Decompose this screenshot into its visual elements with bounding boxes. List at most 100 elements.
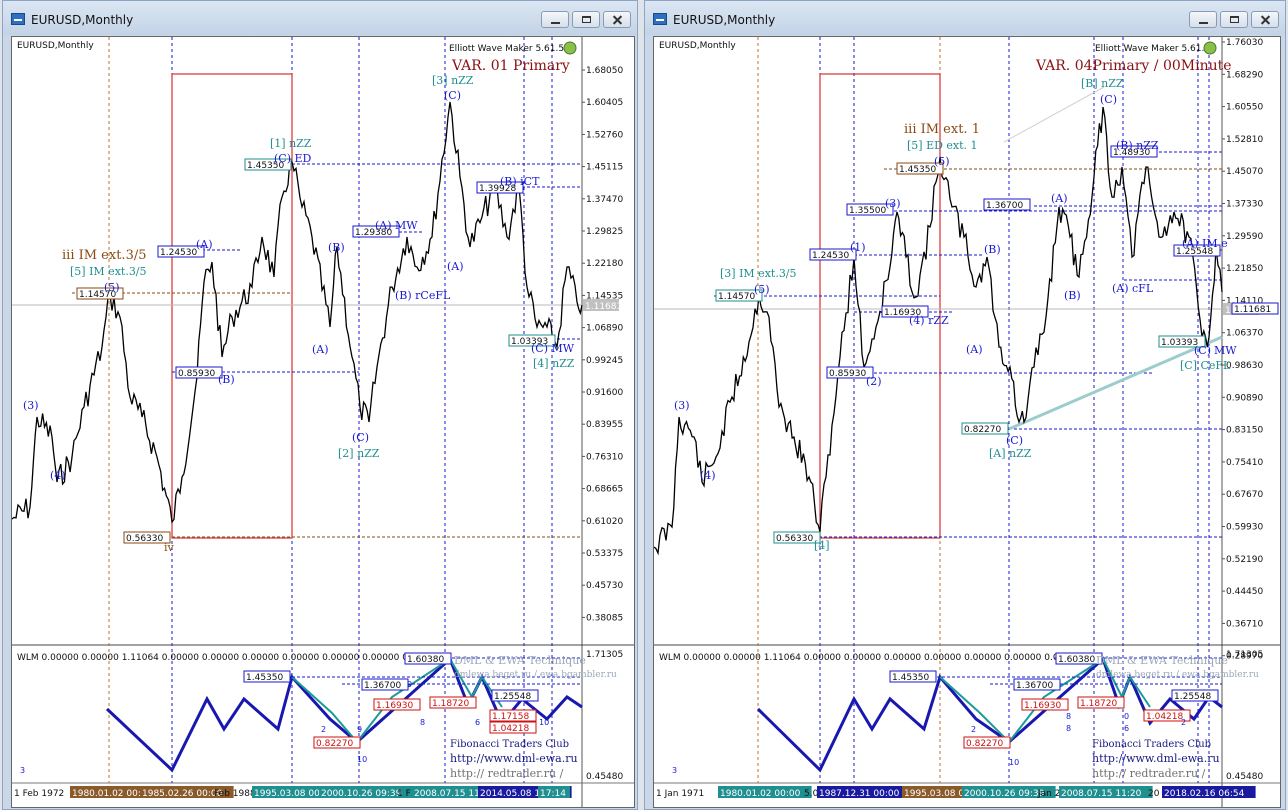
subwindow-level-box-frame bbox=[1143, 709, 1191, 722]
price-tick-label: 1.60405 bbox=[586, 98, 623, 108]
price-tick-label: 1.14535 bbox=[586, 291, 623, 301]
subwindow-level-box: 1.25548 bbox=[1174, 692, 1211, 702]
trend-line bbox=[1008, 335, 1223, 431]
price-tick-label: 0.91600 bbox=[586, 388, 623, 398]
watermark-url: http://www.dml-ewa.ru bbox=[1092, 752, 1220, 765]
chart-window-right[interactable]: EURUSD,Monthly EURUSD,Monthly Elliott Wav… bbox=[644, 0, 1286, 810]
subwindow-count: 3 bbox=[20, 766, 25, 775]
subwindow-level-box: 1.04218 bbox=[1146, 712, 1183, 722]
price-tick-label: 0.90890 bbox=[1226, 393, 1263, 403]
time-tick-label: 2008.07.15 11:20 bbox=[1061, 789, 1142, 799]
price-tick-label: 1.29825 bbox=[586, 227, 623, 237]
price-level-box: 0.82270 bbox=[964, 425, 1001, 435]
wave-label: (B) rCeFL bbox=[395, 289, 451, 302]
title-bar[interactable]: EURUSD,Monthly bbox=[3, 1, 637, 35]
subwindow-level-box: 0.82270 bbox=[316, 739, 353, 749]
price-level-box: 1.39928 bbox=[479, 184, 516, 194]
subwindow-level-box-frame bbox=[373, 698, 421, 711]
price-tick-label: 0.75410 bbox=[1226, 458, 1263, 468]
price-tick-label: 1.45070 bbox=[1226, 167, 1263, 177]
wave-label: (2) bbox=[866, 375, 882, 388]
watermark-url-2: http:// redtrader.ru / bbox=[450, 767, 564, 780]
time-tick-label: 1987.12.31 00:00 bbox=[819, 789, 900, 799]
price-tick-label: 1.76030 bbox=[1226, 38, 1263, 48]
chart-window-left[interactable]: EURUSD,Monthly EURUSD,Monthly Elliott Wav… bbox=[2, 0, 638, 810]
time-label-frame bbox=[1059, 786, 1153, 798]
price-level-box: 1.36700 bbox=[986, 201, 1023, 211]
title-bar[interactable]: EURUSD,Monthly bbox=[645, 1, 1285, 35]
time-tick-label: Jan 2 bbox=[1037, 789, 1060, 799]
subwindow-level-box: 1.60380 bbox=[407, 655, 444, 665]
subwindow-level-box: 1.45350 bbox=[892, 673, 929, 683]
wave-label: [4] nZZ bbox=[533, 357, 575, 370]
price-level-box: 0.85930 bbox=[178, 369, 215, 379]
subwindow-level-box-frame bbox=[1077, 696, 1125, 709]
price-level-box: 0.56330 bbox=[126, 534, 163, 544]
time-tick-label: 1995.03.08 00:00 bbox=[904, 789, 985, 799]
price-tick-label: 1.52810 bbox=[1226, 135, 1263, 145]
close-button[interactable] bbox=[1251, 11, 1279, 28]
subwindow-level-box-frame bbox=[361, 678, 409, 691]
subwindow-count: 2 bbox=[1181, 718, 1186, 727]
subwindow-level-box-frame bbox=[889, 670, 937, 683]
subwindow-header: WLM 0.00000 0.00000 1.11064 0.00000 0.00… bbox=[659, 653, 1082, 663]
price-tick-label: 1.37470 bbox=[586, 195, 623, 205]
wave-label: (B) bbox=[218, 373, 235, 386]
chart-window-icon bbox=[11, 13, 25, 25]
highlight-rectangle bbox=[819, 73, 941, 539]
price-level-box: 1.03393 bbox=[511, 337, 548, 347]
highlight-rectangle bbox=[171, 73, 293, 539]
chart-area[interactable]: EURUSD,Monthly Elliott Wave Maker 5.61.5 V… bbox=[11, 36, 635, 808]
price-tick-label: 1.06370 bbox=[1226, 329, 1263, 339]
expert-advisor-icon[interactable] bbox=[563, 41, 577, 55]
price-tick-label: 0.36710 bbox=[1226, 619, 1263, 629]
time-tick-label: 2000.10.26 09:39 bbox=[964, 789, 1045, 799]
price-tick-label: 0.68665 bbox=[586, 485, 623, 495]
maximize-button[interactable] bbox=[572, 11, 600, 28]
maximize-button[interactable] bbox=[1220, 11, 1248, 28]
wave-label: [1] nZZ bbox=[270, 137, 312, 150]
subwindow-level-box: 1.17158 bbox=[492, 712, 529, 722]
wave-label: (C) bbox=[1006, 434, 1023, 447]
subwindow-count: 10 bbox=[1009, 758, 1019, 767]
subwindow-level-box-frame bbox=[429, 696, 477, 709]
wave-label: iii IM ext.3/5 bbox=[62, 248, 147, 263]
wave-label: (B) iCT bbox=[500, 175, 540, 188]
price-level-box-frame bbox=[244, 158, 292, 171]
subwindow-count: 9 bbox=[357, 725, 362, 734]
price-level-box-frame bbox=[76, 287, 124, 300]
chart-area[interactable]: EURUSD,Monthly Elliott Wave Maker 5.61.5 V… bbox=[653, 36, 1281, 808]
time-tick-label: 20 bbox=[1148, 789, 1160, 799]
price-level-box: 1.14570 bbox=[79, 290, 116, 300]
price-tick-label: 1.68050 bbox=[586, 66, 623, 76]
wave-label: (A) bbox=[447, 260, 464, 273]
subwindow-level-box: 1.36700 bbox=[364, 681, 401, 691]
subwindow-count: 10 bbox=[357, 755, 367, 764]
price-tick-label: 0.45730 bbox=[586, 581, 623, 591]
price-level-box: 1.48930 bbox=[1113, 148, 1150, 158]
subwindow-level-box: 1.18720 bbox=[1080, 699, 1117, 709]
subwindow-level-box: 1.18720 bbox=[432, 699, 469, 709]
subwindow-level-box-frame bbox=[313, 736, 361, 749]
price-chart[interactable]: EURUSD,Monthly Elliott Wave Maker 5.61.5 V… bbox=[654, 37, 1280, 807]
price-level-box: 1.24530 bbox=[812, 251, 849, 261]
price-tick-label: 0.52190 bbox=[1226, 555, 1263, 565]
watermark-club: Fibonacci Traders Club bbox=[450, 739, 569, 750]
price-level-box: 1.29380 bbox=[355, 228, 392, 238]
close-button[interactable] bbox=[603, 11, 631, 28]
price-level-box: 1.25548 bbox=[1176, 247, 1213, 257]
price-tick-label: 0.99245 bbox=[586, 356, 623, 366]
time-tick-label: 2014.05.08 15:46 bbox=[480, 789, 561, 799]
subwindow-level-box-frame bbox=[1055, 652, 1103, 665]
wave-label: [3] nZZ bbox=[432, 74, 474, 87]
price-level-box-frame bbox=[1231, 302, 1279, 315]
wave-label: (A) bbox=[312, 343, 329, 356]
price-tick-label: 0.28970 bbox=[1226, 652, 1263, 662]
price-chart[interactable]: EURUSD,Monthly Elliott Wave Maker 5.61.5 V… bbox=[12, 37, 634, 807]
minimize-button[interactable] bbox=[1189, 11, 1217, 28]
expert-advisor-icon[interactable] bbox=[1203, 41, 1217, 55]
price-line bbox=[12, 101, 583, 524]
wave-label: iii IM ext. 1 bbox=[904, 122, 980, 137]
minimize-button[interactable] bbox=[541, 11, 569, 28]
time-tick-label: 1995.03.08 00:00 bbox=[254, 789, 335, 799]
